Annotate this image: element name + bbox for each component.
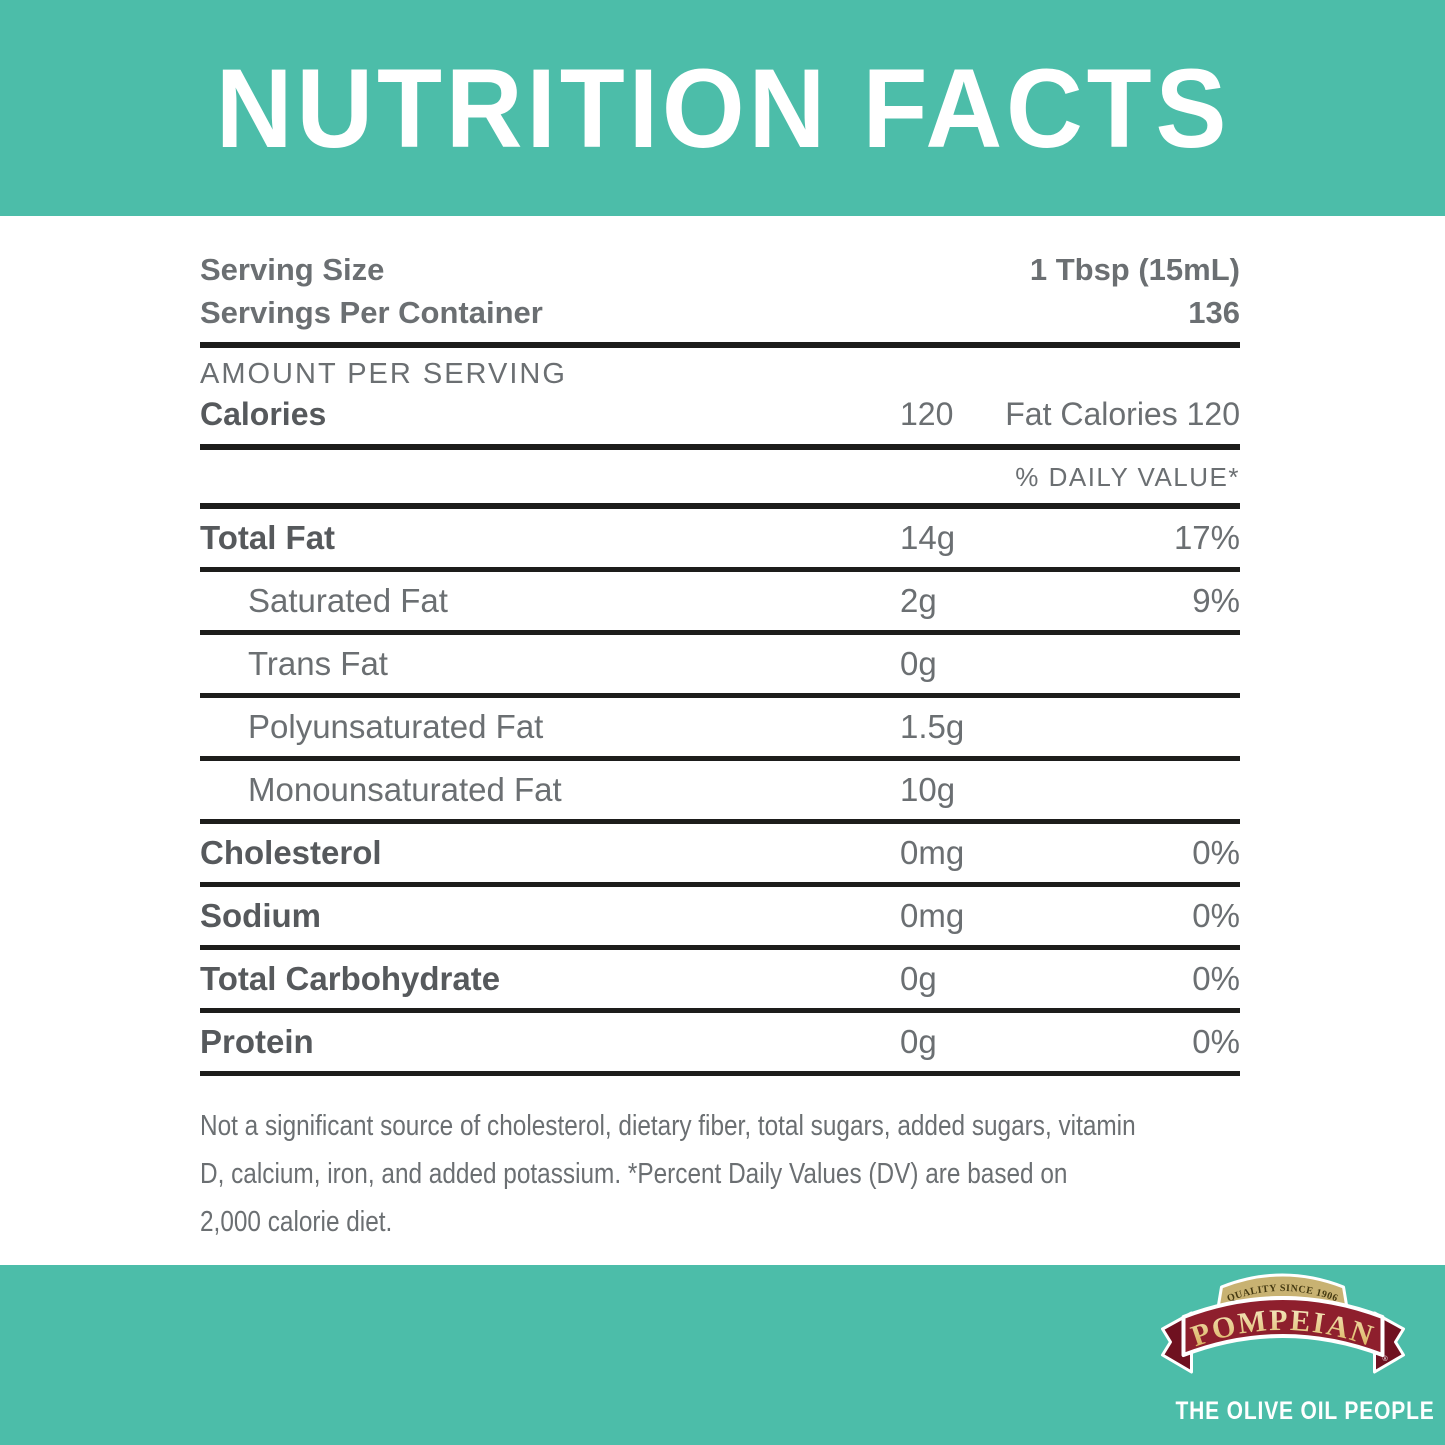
nutrient-label: Sodium — [200, 897, 321, 934]
servings-per-container-label: Servings Per Container — [200, 295, 543, 330]
banner-band — [1181, 1296, 1385, 1357]
calories-value: 120 — [900, 396, 954, 432]
calories-label: Calories — [200, 396, 327, 432]
servings-per-container-row: Servings Per Container 136 — [200, 291, 1240, 334]
servings-per-container-value: 136 — [1188, 295, 1240, 330]
nutrient-row-protein: Protein 0g 0% — [200, 1013, 1240, 1076]
page-title: NUTRITION FACTS — [215, 45, 1230, 171]
top-banner: NUTRITION FACTS — [0, 0, 1445, 216]
nutrient-daily-value: 17% — [1173, 519, 1240, 556]
nutrient-row-sodium: Sodium 0mg 0% — [200, 887, 1240, 950]
footnote-line: Not a significant source of cholesterol,… — [200, 1110, 1136, 1142]
nutrient-amount: 1.5g — [900, 708, 965, 745]
nutrient-amount: 0mg — [900, 897, 965, 934]
fat-calories-value: Fat Calories 120 — [1005, 396, 1240, 432]
nutrient-row-cholesterol: Cholesterol 0mg 0% — [200, 824, 1240, 887]
nutrient-label: Saturated Fat — [248, 582, 448, 619]
nutrient-label: Cholesterol — [200, 834, 382, 871]
nutrient-row-trans-fat: Trans Fat 0g — [200, 635, 1240, 698]
nutrient-row-polyunsaturated-fat: Polyunsaturated Fat 1.5g — [200, 698, 1240, 761]
daily-value-heading: % DAILY VALUE* — [1015, 462, 1240, 492]
nutrient-label: Polyunsaturated Fat — [248, 708, 544, 745]
nutrient-row-monounsaturated-fat: Monounsaturated Fat 10g — [200, 761, 1240, 824]
footnote-line: 2,000 calorie diet. — [200, 1206, 393, 1238]
amount-per-serving-heading: AMOUNT PER SERVING — [200, 358, 567, 390]
nutrient-row-saturated-fat: Saturated Fat 2g 9% — [200, 572, 1240, 635]
nutrient-daily-value: 0% — [1192, 897, 1240, 934]
nutrient-daily-value: 0% — [1192, 1023, 1240, 1060]
nutrient-label: Trans Fat — [248, 645, 388, 682]
footnote: Not a significant source of cholesterol,… — [200, 1102, 1240, 1246]
pompeian-logo-graphic: QUALITY SINCE 1906 POMPEIAN ® — [1161, 1273, 1405, 1374]
nutrient-label: Total Carbohydrate — [200, 960, 501, 997]
nutrient-daily-value: 0% — [1192, 960, 1240, 997]
calories-row: Calories 120 Fat Calories 120 — [200, 394, 1240, 434]
pompeian-logo: QUALITY SINCE 1906 POMPEIAN ® THE OLIVE … — [1155, 1271, 1435, 1426]
nutrient-amount: 0g — [900, 645, 937, 682]
nutrient-amount: 10g — [900, 771, 956, 808]
serving-size-label: Serving Size — [200, 252, 385, 287]
nutrition-panel: Serving Size 1 Tbsp (15mL) Servings Per … — [200, 216, 1240, 1246]
serving-info: Serving Size 1 Tbsp (15mL) Servings Per … — [200, 216, 1240, 334]
footnote-line: D, calcium, iron, and added potassium. *… — [200, 1158, 1068, 1190]
brand-tagline: THE OLIVE OIL PEOPLE — [1175, 1397, 1435, 1425]
nutrient-label: Monounsaturated Fat — [248, 771, 562, 808]
nutrient-daily-value: 9% — [1192, 582, 1240, 619]
nutrient-row-total-fat: Total Fat 14g 17% — [200, 509, 1240, 572]
registered-mark: ® — [1383, 1355, 1389, 1363]
nutrient-daily-value: 0% — [1192, 834, 1240, 871]
nutrient-amount: 2g — [900, 582, 937, 619]
divider — [200, 444, 1240, 450]
bottom-banner: QUALITY SINCE 1906 POMPEIAN ® THE OLIVE … — [0, 1265, 1445, 1445]
nutrient-amount: 14g — [900, 519, 956, 556]
nutrient-label: Protein — [200, 1023, 314, 1060]
nutrient-amount: 0g — [900, 960, 937, 997]
serving-size-row: Serving Size 1 Tbsp (15mL) — [200, 248, 1240, 291]
nutrient-label: Total Fat — [200, 519, 336, 556]
nutrient-amount: 0g — [900, 1023, 937, 1060]
nutrient-row-total-carbohydrate: Total Carbohydrate 0g 0% — [200, 950, 1240, 1013]
serving-size-value: 1 Tbsp (15mL) — [1029, 252, 1240, 287]
nutrient-amount: 0mg — [900, 834, 965, 871]
divider — [200, 342, 1240, 348]
divider — [200, 503, 1240, 509]
